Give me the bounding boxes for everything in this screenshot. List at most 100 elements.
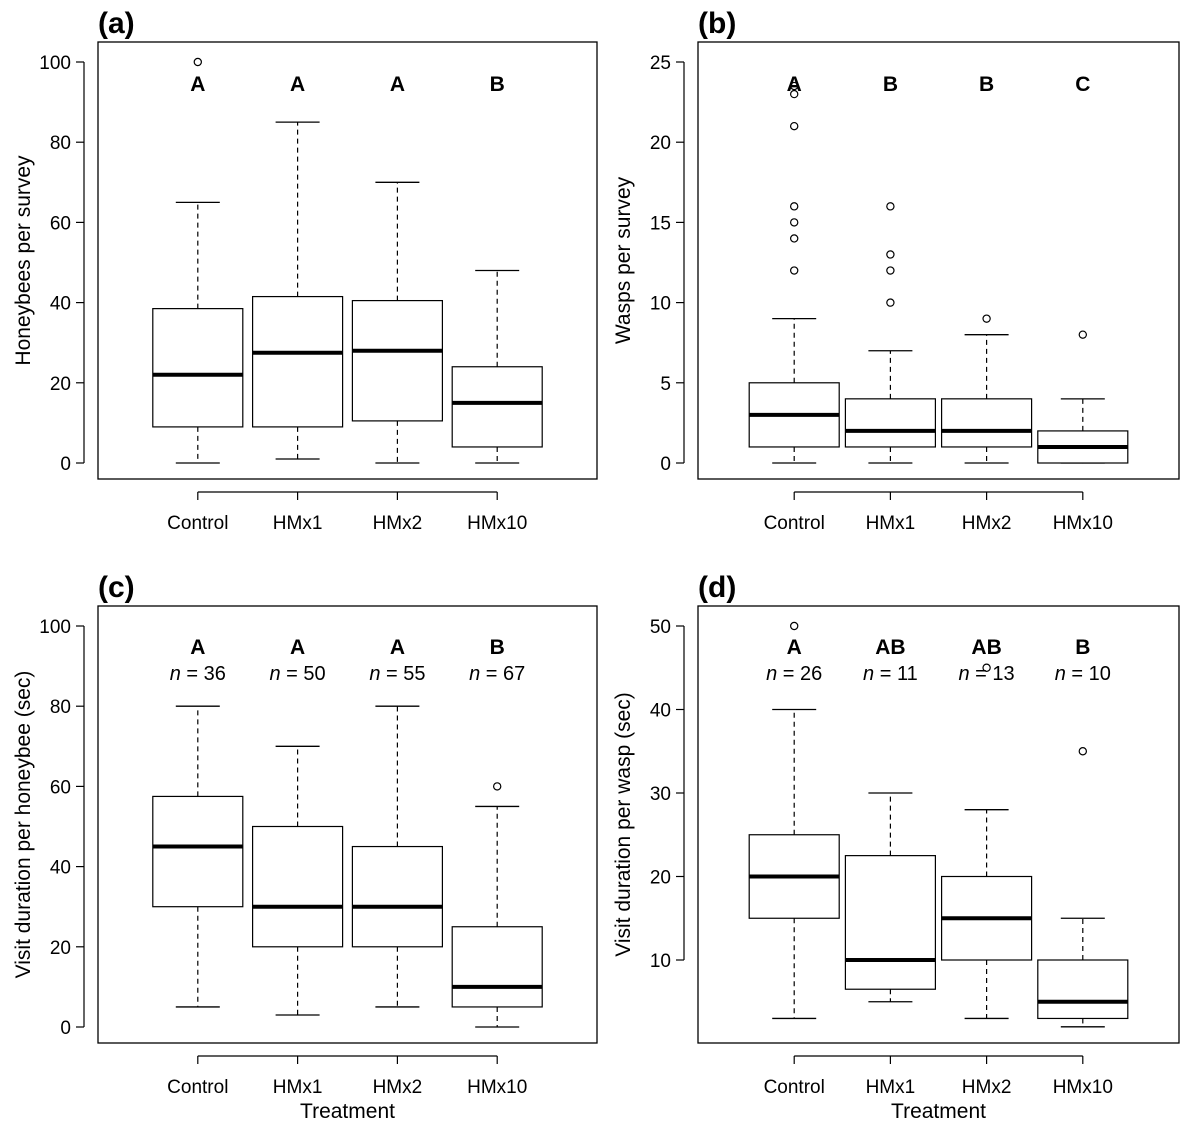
y-tick-label: 100 [39, 617, 71, 638]
iqr-box [252, 825, 344, 948]
y-tick-label: 30 [650, 784, 671, 805]
x-tick-label: Control [167, 1077, 228, 1098]
significance-letter: AB [971, 636, 1001, 659]
outlier-point [493, 782, 502, 791]
outlier-point [886, 266, 895, 275]
significance-letter: A [190, 636, 205, 659]
boxplot-control: An = 26 [748, 621, 840, 1020]
panel-label: (a) [98, 7, 135, 40]
x-axis-title: Treatment [300, 1100, 395, 1123]
y-tick-label: 20 [650, 133, 671, 154]
y-tick-label: 100 [39, 53, 71, 74]
outlier-point [886, 202, 895, 211]
y-tick-label: 0 [60, 1018, 71, 1039]
y-tick-label: 0 [660, 454, 671, 475]
outlier-point [790, 266, 799, 275]
iqr-box [351, 845, 443, 948]
outlier-point [982, 663, 991, 672]
x-tick-label: HMx1 [866, 1077, 916, 1098]
n-equals: = [1066, 663, 1089, 685]
boxplot-hmx10: Bn = 10 [1037, 636, 1129, 1028]
n-equals: = [480, 663, 503, 685]
iqr-box [152, 795, 244, 908]
y-tick-label: 60 [50, 213, 71, 234]
y-tick-label: 10 [650, 951, 671, 972]
significance-letter: B [883, 73, 898, 96]
y-tick-label: 80 [50, 133, 71, 154]
x-tick-label: HMx10 [467, 1077, 527, 1098]
y-tick-label: 40 [650, 701, 671, 722]
outlier-point [790, 202, 799, 211]
x-tick-label: HMx2 [373, 513, 423, 534]
sample-size-label: n = 67 [469, 663, 525, 685]
y-tick-label: 20 [50, 374, 71, 395]
outlier-point [790, 218, 799, 227]
outlier-point [790, 81, 799, 91]
y-axis-title: Visit duration per honeybee (sec) [12, 671, 35, 979]
significance-letter: AB [875, 636, 905, 659]
y-tick-label: 20 [650, 868, 671, 889]
panel-label: (c) [98, 571, 135, 604]
y-tick-label: 20 [50, 938, 71, 959]
plot-frame [697, 605, 1180, 1044]
y-tick-label: 0 [60, 454, 71, 475]
n-equals: = [777, 663, 800, 685]
n-value: 10 [1089, 663, 1111, 685]
sample-size-label: n = 13 [959, 663, 1015, 685]
boxplot-hmx10: Bn = 67 [451, 636, 543, 1028]
sample-size-label: n = 10 [1055, 663, 1111, 685]
n-symbol: n [1055, 663, 1066, 685]
n-value: 50 [303, 663, 325, 685]
n-equals: = [281, 663, 304, 685]
n-symbol: n [766, 663, 777, 685]
panel-label: (b) [698, 7, 736, 40]
n-value: 36 [204, 663, 226, 685]
y-tick-label: 50 [650, 617, 671, 638]
significance-letter: B [490, 73, 505, 96]
boxplot-control: A [152, 57, 244, 464]
boxplot-hmx10: C [1037, 73, 1129, 464]
x-tick-label: HMx10 [1053, 1077, 1113, 1098]
x-tick-label: HMx1 [273, 513, 323, 534]
n-symbol: n [863, 663, 874, 685]
panel-d: (d) 10 20 30 40 50 Visit duration per wasp (se… [612, 571, 1180, 1123]
n-symbol: n [959, 663, 970, 685]
iqr-box [252, 295, 344, 428]
panel-c: (c) 0 20 40 60 80 100 Visit duration per honeyb… [12, 571, 598, 1123]
n-value: 67 [503, 663, 525, 685]
n-equals: = [874, 663, 897, 685]
significance-letter: B [1075, 636, 1090, 659]
y-tick-label: 5 [660, 374, 671, 395]
y-tick-label: 80 [50, 697, 71, 718]
panel-label: (d) [698, 571, 736, 604]
plot-frame [97, 41, 598, 480]
significance-letter: A [190, 73, 205, 96]
outlier-point [790, 89, 799, 99]
significance-letter: A [787, 636, 802, 659]
x-axis-title: Treatment [891, 1100, 986, 1123]
outlier-point [886, 250, 895, 259]
x-tick-label: HMx1 [866, 513, 916, 534]
plot-frame [697, 41, 1180, 480]
x-tick-label: HMx2 [962, 513, 1012, 534]
boxplot-hmx10: B [451, 73, 543, 464]
sample-size-label: n = 55 [369, 663, 425, 685]
x-tick-label: Control [764, 1077, 825, 1098]
iqr-box [940, 398, 1033, 448]
boxplot-hmx1: ABn = 11 [844, 636, 937, 1003]
iqr-box [351, 299, 443, 422]
significance-letter: C [1075, 73, 1090, 96]
n-value: 11 [897, 663, 918, 685]
n-equals: = [181, 663, 204, 685]
boxplot-hmx1: A [252, 73, 344, 460]
n-symbol: n [369, 663, 380, 685]
boxplot-hmx1: An = 50 [252, 636, 344, 1016]
y-axis-title: Wasps per survey [612, 176, 635, 344]
y-axis-title: Visit duration per wasp (sec) [612, 692, 635, 957]
n-equals: = [380, 663, 403, 685]
x-tick-label: Control [167, 513, 228, 534]
outlier-point [790, 121, 799, 131]
n-symbol: n [270, 663, 281, 685]
n-value: 26 [800, 663, 822, 685]
